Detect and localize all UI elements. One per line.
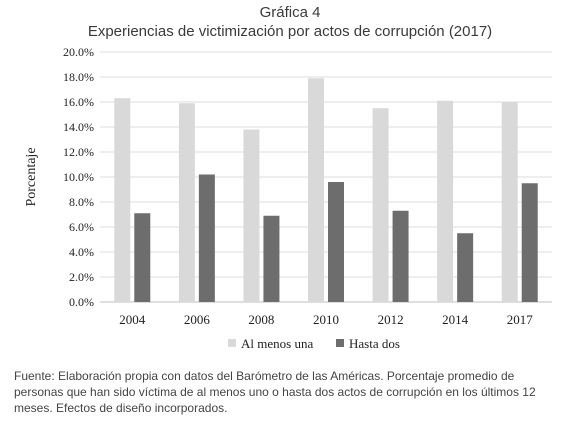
bar (308, 78, 324, 302)
y-tick-label: 20.0% (63, 45, 94, 59)
y-tick-label: 8.0% (69, 195, 94, 209)
y-tick-label: 4.0% (69, 245, 94, 259)
y-tick-label: 16.0% (63, 95, 94, 109)
y-tick-label: 6.0% (69, 220, 94, 234)
legend-label: Al menos una (241, 336, 313, 351)
y-tick-label: 18.0% (63, 70, 94, 84)
x-tick-label: 2008 (248, 312, 274, 327)
x-tick-label: 2014 (442, 312, 469, 327)
y-axis-label: Porcentaje (24, 147, 39, 206)
bar (114, 98, 131, 302)
x-tick-label: 2012 (378, 312, 404, 327)
legend-swatch (336, 339, 344, 347)
legend-swatch (228, 339, 236, 347)
bar (134, 213, 151, 302)
bar (457, 233, 474, 302)
bar (198, 174, 215, 302)
bar (392, 210, 409, 302)
y-tick-label: 2.0% (69, 270, 94, 284)
y-tick-label: 0.0% (69, 295, 94, 309)
bar (178, 103, 195, 302)
x-tick-label: 2017 (507, 312, 534, 327)
bar (372, 108, 389, 302)
y-tick-label: 10.0% (63, 170, 94, 184)
y-tick-label: 14.0% (63, 120, 94, 134)
bar (243, 129, 260, 302)
figure-label: Gráfica 4 (259, 4, 321, 21)
legend-label: Hasta dos (349, 336, 400, 351)
bar (328, 182, 344, 302)
x-tick-label: 2010 (313, 312, 339, 327)
chart-title: Experiencias de victimización por actos … (87, 23, 493, 40)
y-tick-label: 12.0% (63, 145, 94, 159)
bar (263, 215, 280, 302)
bar (521, 183, 538, 302)
figure-caption: Fuente: Elaboración propia con datos del… (14, 369, 536, 415)
bar-chart: 0.0% 2.0% 4.0% 6.0% 8.0% 10.0% 12.0% 14.0% 16.0%… (24, 45, 552, 351)
x-tick-label: 2004 (119, 312, 146, 327)
bar (501, 102, 518, 302)
bar (437, 100, 454, 302)
x-tick-label: 2006 (184, 312, 211, 327)
